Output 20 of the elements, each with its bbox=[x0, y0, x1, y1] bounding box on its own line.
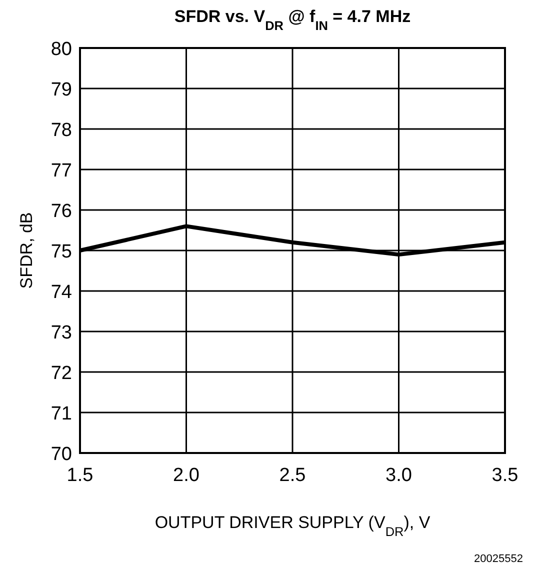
y-tick-label: 78 bbox=[50, 120, 72, 141]
x-tick-label: 1.5 bbox=[66, 465, 94, 486]
y-tick-label: 71 bbox=[50, 404, 72, 424]
x-tick-label: 2.0 bbox=[173, 465, 200, 486]
y-axis-title: SFDR, dB bbox=[17, 212, 36, 289]
y-tick-label: 72 bbox=[50, 363, 72, 384]
y-tick-label: 77 bbox=[50, 160, 72, 182]
x-axis-title: OUTPUT DRIVER SUPPLY (V$_{DR}$), V bbox=[154, 513, 431, 538]
y-tick-label: 70 bbox=[50, 444, 72, 465]
y-tick-label: 79 bbox=[50, 80, 72, 100]
x-tick-label: 2.5 bbox=[279, 465, 306, 486]
y-tick-label: 73 bbox=[50, 322, 72, 344]
x-tick-label: 3.0 bbox=[386, 465, 412, 486]
y-tick-label: 74 bbox=[50, 282, 72, 303]
y-tick-label: 76 bbox=[50, 201, 72, 222]
y-tick-label: 75 bbox=[50, 242, 72, 262]
chart-title: SFDR vs. V$_{DR}$ @ f$_{IN}$ = 4.7 MHz bbox=[174, 7, 411, 32]
y-tick-label: 80 bbox=[50, 39, 72, 60]
x-tick-label: 3.5 bbox=[492, 465, 518, 486]
text: 20025552 bbox=[474, 553, 523, 565]
